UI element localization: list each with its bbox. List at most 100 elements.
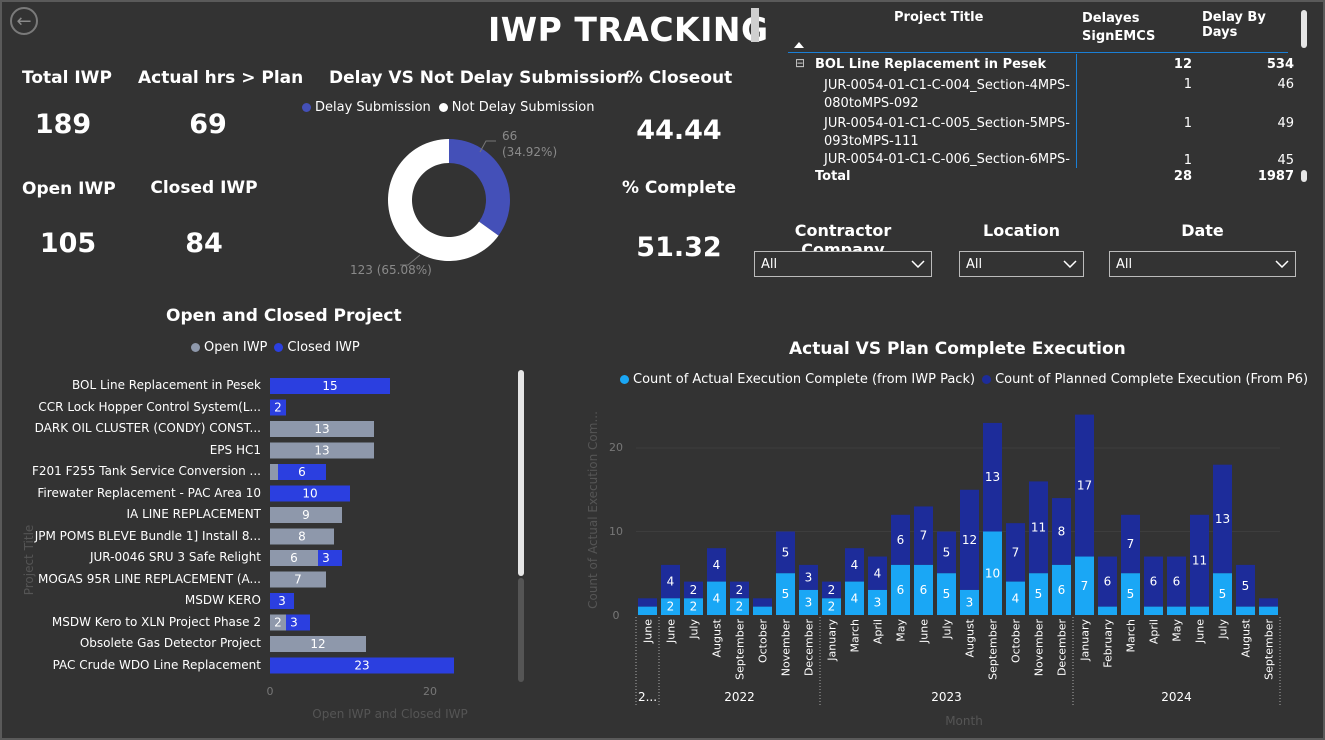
col-bar-planned[interactable] [983,422,1002,532]
col-bar-planned[interactable] [937,531,956,574]
col-bar-planned[interactable] [1259,598,1278,607]
col-bar-actual[interactable] [707,581,726,615]
col-bar-actual[interactable] [822,598,841,615]
col-bar-planned[interactable] [1167,556,1186,607]
contractor-dropdown[interactable]: All [754,251,932,277]
col-bar-actual[interactable] [845,581,864,615]
hbar-bar-open[interactable] [270,442,374,459]
col-bar-actual[interactable] [1236,606,1255,615]
col-bar-planned[interactable] [799,564,818,590]
col-bar-planned[interactable] [822,581,841,599]
col-bar-planned[interactable] [1236,564,1255,607]
hbar-bar-open[interactable] [270,421,374,437]
table-header-delay-days[interactable]: Delay By Days [1202,10,1266,40]
col-bar-actual[interactable] [661,598,680,615]
col-bar-planned[interactable] [1121,514,1140,574]
col-label-planned: 3 [805,570,813,584]
col-bar-planned[interactable] [638,598,657,607]
hbar-bar-closed[interactable] [270,485,350,502]
col-bar-actual[interactable] [868,589,887,615]
col-label-planned: 11 [1031,520,1046,534]
table-row-1-title[interactable]: JUR-0054-01-C1-C-004_Section-4MPS- 080toM… [824,78,1070,111]
col-bar-actual[interactable] [1121,573,1140,615]
col-bar-actual[interactable] [1098,606,1117,615]
col-bar-actual[interactable] [1259,606,1278,615]
col-bar-actual[interactable] [776,573,795,615]
col-bar-actual[interactable] [638,606,657,615]
col-bar-planned[interactable] [845,548,864,582]
collapse-group-icon[interactable]: ⊟ [795,56,806,70]
hbar-bar-closed[interactable] [270,657,454,674]
col-bar-actual[interactable] [1167,606,1186,615]
col-bar-planned[interactable] [914,506,933,565]
col-label-planned: 8 [1058,525,1066,539]
hbar-bar-closed[interactable] [270,399,286,416]
col-bar-planned[interactable] [1075,414,1094,557]
col-bar-actual[interactable] [1190,606,1209,615]
col-bar-actual[interactable] [1029,573,1048,615]
col-bar-actual[interactable] [1075,556,1094,615]
hbar-bar-closed[interactable] [286,614,310,631]
date-dropdown[interactable]: All [1109,251,1296,277]
table-header-delayes[interactable]: Delayes SignEMCS [1082,11,1156,44]
hbar-bar-closed[interactable] [278,464,326,480]
col-bar-planned[interactable] [753,598,772,607]
hbar-bar-open[interactable] [270,507,342,523]
hbar-bar-open[interactable] [270,636,366,652]
donut-slice-notdelay[interactable] [388,139,499,261]
col-bar-actual[interactable] [960,589,979,615]
table-scroll-down[interactable] [1301,170,1307,182]
col-bar-planned[interactable] [1098,556,1117,607]
col-bar-planned[interactable] [661,564,680,599]
col-bar-planned[interactable] [960,489,979,590]
table-row-3[interactable]: JUR-0054-01-C1-C-006_Section-6MPS- [788,152,1076,168]
col-bar-planned[interactable] [1052,498,1071,565]
col-bar-actual[interactable] [1213,573,1232,615]
table-scrollbar[interactable] [1301,10,1307,48]
hbar-bar-open[interactable] [270,464,278,480]
table-group-title[interactable]: BOL Line Replacement in Pesek [815,57,1047,72]
col-bar-planned[interactable] [1213,464,1232,574]
col-bar-actual[interactable] [937,573,956,615]
hbar-bar-closed[interactable] [270,593,294,609]
col-bar-actual[interactable] [799,589,818,615]
col-bar-planned[interactable] [707,548,726,582]
col-bar-actual[interactable] [983,531,1002,616]
hbar-bar-closed[interactable] [318,550,342,566]
col-bar-actual[interactable] [891,564,910,615]
col-bar-actual[interactable] [753,606,772,615]
col-bar-planned[interactable] [730,581,749,599]
col-bar-actual[interactable] [1052,564,1071,615]
col-bar-planned[interactable] [776,531,795,574]
col-bar-planned[interactable] [1006,523,1025,582]
col-bar-planned[interactable] [684,581,703,599]
hbar-bar-open[interactable] [270,571,326,588]
hbar-bar-open[interactable] [270,614,286,631]
hbar-scrollbar[interactable] [518,370,524,576]
col-bar-planned[interactable] [1144,556,1163,607]
back-button[interactable]: ← [10,7,38,35]
donut-slice-delay[interactable] [449,139,510,236]
col-month-label: June [918,619,931,644]
col-bar-actual[interactable] [1144,606,1163,615]
col-bar-planned[interactable] [1029,481,1048,574]
table-row-2-title[interactable]: JUR-0054-01-C1-C-005_Section-5MPS- 093toM… [824,116,1070,149]
table-header-project-title[interactable]: Project Title [894,10,984,25]
col-bar-planned[interactable] [868,556,887,590]
hbar-bar-closed[interactable] [270,378,390,394]
hbar-bar-open[interactable] [270,528,334,545]
location-dropdown[interactable]: All [959,251,1084,277]
hbar-category-label: BOL Line Replacement in Pesek [72,378,261,392]
hbar-bar-open[interactable] [270,550,318,566]
col-bar-actual[interactable] [730,598,749,615]
col-bar-actual[interactable] [684,598,703,615]
col-bar-actual[interactable] [1006,581,1025,615]
kpi-actual-gt-plan-value: 69 [189,109,227,140]
hbar-scroll-track[interactable] [518,578,524,682]
sort-ascending-icon[interactable] [794,42,804,48]
table-row-3-title[interactable]: JUR-0054-01-C1-C-006_Section-6MPS- [824,152,1070,167]
col-month-label: October [1010,619,1023,663]
col-bar-actual[interactable] [914,564,933,615]
col-bar-planned[interactable] [1190,514,1209,607]
col-bar-planned[interactable] [891,514,910,565]
